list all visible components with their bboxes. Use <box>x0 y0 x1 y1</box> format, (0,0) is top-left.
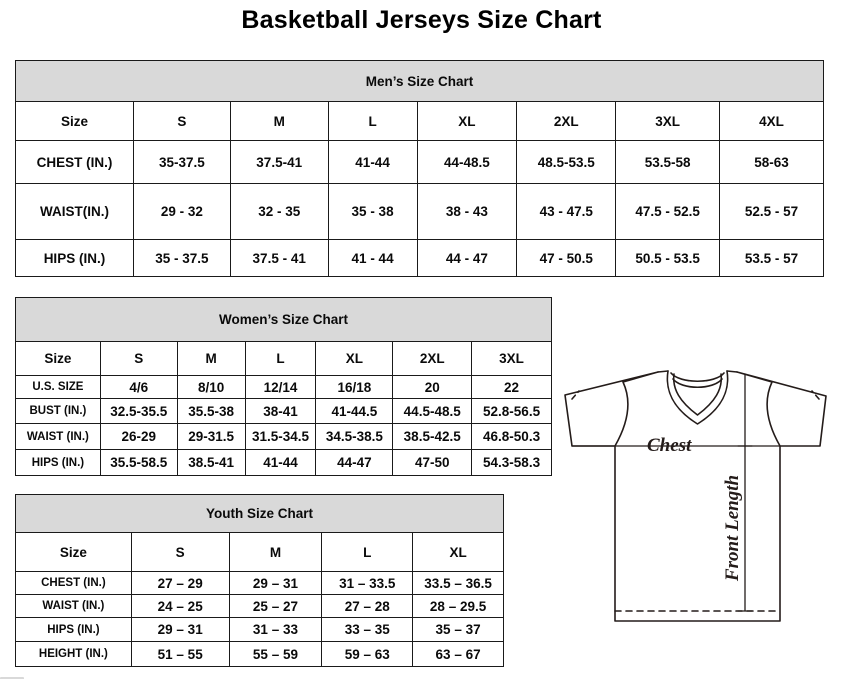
svg-text:Front Length: Front Length <box>722 475 743 582</box>
svg-text:Chest: Chest <box>647 435 692 456</box>
